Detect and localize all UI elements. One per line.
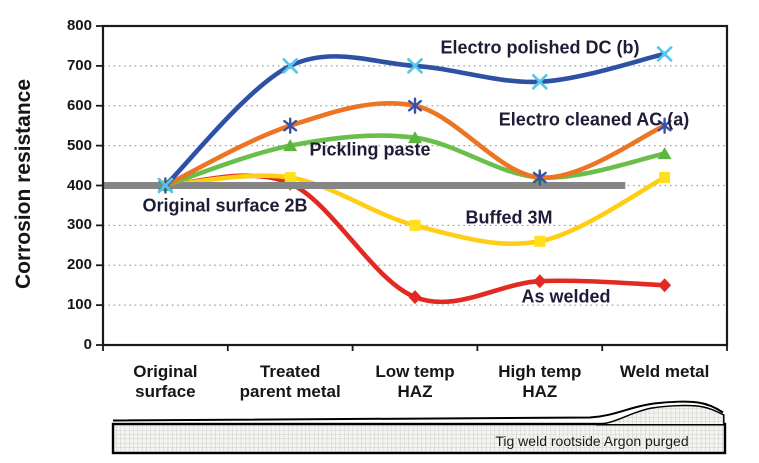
y-tick-label-200: 200: [66, 256, 92, 274]
marker-asterisk: [657, 117, 672, 134]
marker-square: [409, 219, 421, 231]
y-tick-label-300: 300: [66, 216, 92, 234]
marker-triangle: [408, 131, 422, 144]
x-category-label-treated-parent-metal: Treated parent metal: [239, 362, 341, 401]
weld-surface-profile: [112, 400, 724, 422]
marker-diamond: [408, 290, 422, 305]
y-tick-label-600: 600: [66, 96, 92, 114]
weld-diagram-caption: Tig weld rootside Argon purged: [495, 433, 689, 449]
marker-triangle: [657, 147, 672, 160]
series-label-pickling-paste: Pickling paste: [309, 139, 431, 160]
x-category-label-weld-metal: Weld metal: [619, 362, 710, 381]
x-category-label-high-temp-haz: High temp HAZ: [498, 362, 582, 401]
series-label-electro-cleaned-ac-a: Electro cleaned AC (a): [498, 109, 690, 130]
weld-cap-bump: [595, 404, 725, 426]
reference-label-original-surface-2b: Original surface 2B: [142, 195, 308, 216]
x-category-label-low-temp-haz: Low temp HAZ: [375, 362, 455, 401]
series-label-electro-polished-dc-b: Electro polished DC (b): [440, 37, 640, 58]
x-category-label-original-surface: Original surface: [133, 362, 198, 401]
y-axis-title: Corrosion resistance: [12, 78, 35, 290]
marker-diamond: [533, 274, 547, 289]
y-tick-label-100: 100: [66, 296, 92, 314]
marker-square: [534, 235, 546, 247]
y-tick-label-700: 700: [66, 56, 92, 74]
series-label-buffed-3m: Buffed 3M: [465, 207, 553, 228]
series-label-as-welded: As welded: [521, 286, 611, 307]
marker-asterisk: [532, 169, 547, 186]
marker-triangle: [283, 139, 298, 152]
y-tick-label-400: 400: [66, 176, 92, 194]
marker-square: [284, 172, 296, 184]
y-tick-label-0: 0: [83, 336, 92, 353]
marker-x-cross: [157, 177, 174, 194]
marker-square: [659, 172, 671, 184]
marker-x-cross: [656, 46, 673, 62]
marker-x-cross: [407, 58, 423, 74]
y-tick-label-800: 800: [66, 17, 92, 34]
marker-asterisk: [408, 97, 422, 114]
y-tick-label-500: 500: [66, 136, 92, 154]
axes-frame: [96, 24, 729, 351]
series-electro-polished-dc-b: [157, 46, 673, 194]
marker-x-cross: [531, 73, 548, 90]
marker-diamond: [658, 278, 672, 293]
weld-cross-section: [111, 400, 727, 455]
marker-asterisk: [283, 117, 298, 134]
marker-x-cross: [282, 58, 299, 74]
